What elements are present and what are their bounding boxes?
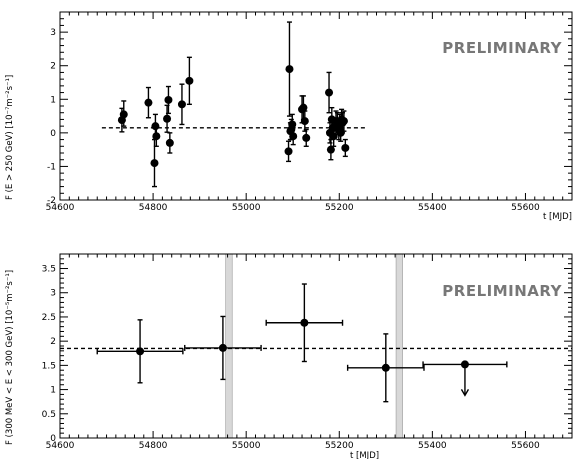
y-tick-label: 3: [50, 28, 56, 38]
top-x-axis-title: t [MJD]: [543, 212, 572, 222]
bottom-x-axis-title: t [MJD]: [350, 451, 379, 459]
data-marker: [185, 76, 194, 85]
data-marker: [218, 343, 227, 352]
data-point: [339, 110, 348, 132]
top-y-axis-title: F (E > 250 GeV) [10⁻⁷m⁻²s⁻¹]: [5, 75, 15, 200]
bottom-panel: 54600 54800 55000 55200 55400 55600 0 0.5 1 1.5 2…: [5, 253, 573, 459]
x-tick-label: 55600: [511, 441, 540, 451]
data-point: [184, 315, 262, 381]
data-point: [177, 83, 186, 126]
data-point: [185, 56, 194, 106]
top-x-axis: 54600 54800 55000 55200 55400 55600: [46, 12, 573, 213]
x-tick-label: 55600: [511, 203, 540, 213]
top-y-axis: -2 -1 0 1 2 3: [47, 11, 572, 206]
y-tick-label: 1: [50, 386, 56, 396]
y-tick-label: 1: [50, 95, 56, 105]
data-point: [300, 110, 309, 132]
x-tick-label: 55000: [232, 441, 261, 451]
data-point: [285, 21, 294, 117]
data-marker: [164, 95, 173, 104]
data-marker: [177, 100, 186, 109]
data-point: [144, 86, 153, 119]
x-tick-label: 54800: [139, 441, 168, 451]
data-point: [325, 71, 334, 114]
upper-limit-arrowhead: [460, 389, 470, 397]
bottom-bands: [225, 253, 403, 439]
bottom-y-axis-title: F (300 MeV < E < 300 GeV) [10⁻⁵m⁻²s⁻¹]: [5, 270, 15, 445]
top-preliminary-watermark: PRELIMINARY: [442, 39, 562, 57]
data-marker: [136, 347, 145, 356]
top-data-points: [117, 21, 350, 188]
top-panel: 54600 54800 55000 55200 55400 55600 -2-10123 …: [5, 11, 573, 222]
data-point: [265, 283, 344, 363]
data-marker: [289, 132, 298, 141]
gap-band: [225, 253, 233, 439]
data-marker: [144, 98, 153, 107]
y-tick-label: 0: [50, 129, 56, 139]
bottom-x-axis: 54600 54800 55000 55200 55400 55600: [46, 254, 573, 451]
y-tick-label: 0: [50, 434, 56, 444]
data-point: [165, 132, 174, 154]
data-point: [119, 100, 128, 127]
y-tick-label: 2: [50, 62, 56, 72]
x-tick-label: 54600: [46, 441, 75, 451]
data-point: [346, 333, 425, 403]
x-tick-label: 55400: [418, 441, 447, 451]
y-tick-label: 3: [50, 289, 56, 299]
data-marker: [302, 133, 311, 142]
x-tick-label: 55200: [325, 203, 354, 213]
data-marker: [341, 143, 350, 152]
x-tick-label: 55000: [232, 203, 261, 213]
data-marker: [325, 88, 334, 97]
data-marker: [165, 138, 174, 147]
data-marker: [300, 117, 309, 126]
data-marker: [460, 360, 469, 369]
x-tick-label: 55400: [418, 203, 447, 213]
data-marker: [284, 147, 293, 156]
data-point: [163, 104, 172, 133]
data-marker: [329, 132, 338, 141]
x-tick-label: 54800: [139, 203, 168, 213]
data-marker: [150, 159, 159, 168]
x-tick-label: 54600: [46, 203, 75, 213]
data-marker: [163, 114, 172, 123]
data-marker: [381, 363, 390, 372]
data-point: [288, 113, 297, 136]
data-point: [164, 85, 173, 115]
data-marker: [152, 132, 161, 141]
y-tick-label: 2.5: [42, 313, 56, 323]
y-tick-label: 1.5: [42, 361, 56, 371]
data-point: [284, 140, 293, 163]
bottom-preliminary-watermark: PRELIMINARY: [442, 282, 562, 300]
y-tick-label: 3.5: [42, 265, 56, 275]
gap-band: [395, 253, 403, 439]
data-marker: [339, 117, 348, 126]
data-point: [152, 125, 161, 147]
data-marker: [288, 120, 297, 129]
y-tick-label: -2: [47, 196, 56, 206]
y-tick-label: -1: [47, 162, 56, 172]
data-marker: [326, 145, 335, 154]
bottom-data-points: [96, 283, 508, 403]
data-point: [302, 128, 311, 147]
data-point: [289, 127, 298, 146]
data-marker: [299, 103, 308, 112]
data-marker: [300, 318, 309, 327]
y-tick-label: 0.5: [42, 410, 56, 420]
y-tick-label: 2: [50, 337, 56, 347]
data-point: [299, 95, 308, 121]
data-marker: [285, 65, 294, 74]
data-point: [96, 319, 184, 384]
data-marker: [119, 110, 128, 119]
data-point: [329, 125, 338, 147]
x-tick-label: 55200: [325, 441, 354, 451]
bottom-y-axis: 0 0.5 1 1.5 2 2.5 3 3.5: [42, 253, 572, 444]
data-point: [341, 138, 350, 158]
data-point: [422, 360, 508, 397]
